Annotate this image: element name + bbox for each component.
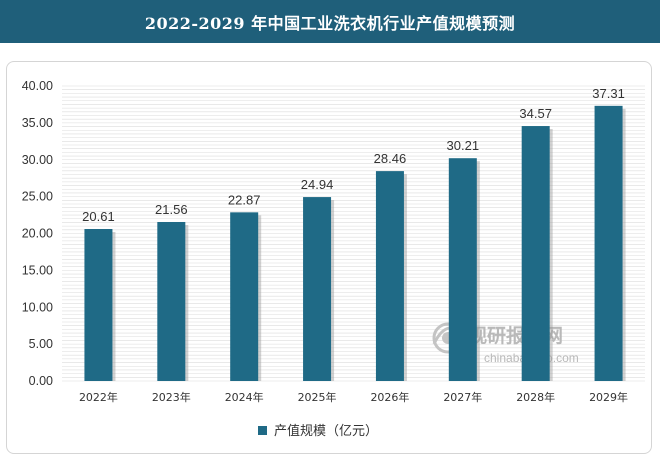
data-label: 22.87	[228, 192, 261, 207]
y-tick-label: 35.00	[22, 116, 53, 130]
x-tick-label: 2026年	[370, 390, 409, 404]
bar	[594, 105, 623, 382]
bar	[303, 197, 332, 381]
legend-swatch	[258, 426, 267, 435]
data-label: 30.21	[447, 138, 480, 153]
data-labels: 20.61 21.56 22.87 24.94 28.46 30.21 34.57 37.31	[82, 86, 625, 224]
x-tick-label: 2024年	[225, 390, 264, 404]
chart-title-banner: 2022-2029 年中国工业洗衣机行业产值规模预测	[0, 0, 660, 43]
y-tick-label: 20.00	[22, 227, 53, 241]
y-tick-label: 25.00	[22, 190, 53, 204]
x-tick-label: 2029年	[589, 390, 628, 404]
legend: 产值规模（亿元）	[258, 423, 378, 439]
bar	[521, 126, 550, 381]
y-tick-label: 10.00	[22, 300, 53, 314]
bar	[230, 212, 259, 381]
bar	[157, 221, 186, 381]
data-label: 21.56	[155, 202, 188, 217]
bars	[84, 105, 626, 382]
data-label: 24.94	[301, 177, 334, 192]
y-axis: 0.00 5.00 10.00 15.00 20.00 25.00 30.00 35.00 40…	[22, 79, 53, 388]
x-tick-label: 2028年	[516, 390, 555, 404]
y-tick-label: 5.00	[29, 337, 53, 351]
data-label: 28.46	[374, 151, 407, 166]
x-tick-label: 2023年	[152, 390, 191, 404]
bar	[448, 158, 477, 381]
x-tick-label: 2022年	[79, 390, 118, 404]
chart-title: 2022-2029 年中国工业洗衣机行业产值规模预测	[144, 13, 516, 33]
y-tick-label: 40.00	[22, 79, 53, 93]
x-axis: 2022年 2023年 2024年 2025年 2026年 2027年 2028年 2029年	[79, 390, 628, 404]
legend-label: 产值规模（亿元）	[274, 423, 378, 439]
x-tick-label: 2025年	[298, 390, 337, 404]
bar	[375, 171, 404, 381]
data-label: 37.31	[592, 86, 625, 101]
x-tick-label: 2027年	[443, 390, 482, 404]
y-tick-label: 30.00	[22, 153, 53, 167]
y-tick-label: 0.00	[29, 374, 53, 388]
data-label: 20.61	[82, 209, 115, 224]
y-tick-label: 15.00	[22, 263, 53, 277]
data-label: 34.57	[519, 106, 552, 121]
bar	[84, 229, 113, 381]
